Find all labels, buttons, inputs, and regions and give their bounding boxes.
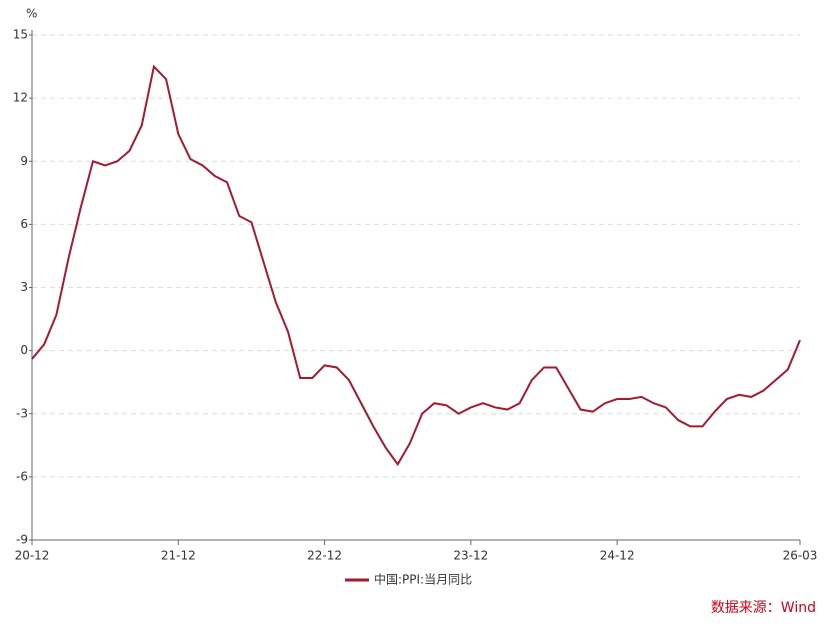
x-tick-label: 24-12 <box>600 549 635 563</box>
source-note: 数据来源：Wind <box>711 600 816 616</box>
x-tick-label: 23-12 <box>453 549 488 563</box>
x-tick-label: 22-12 <box>307 549 342 563</box>
y-tick-label: -6 <box>16 469 28 483</box>
y-tick-label: 9 <box>20 154 28 168</box>
x-tick-label: 26-03 <box>783 549 818 563</box>
legend-label: 中国:PPI:当月同比 <box>374 572 472 587</box>
y-tick-label: -9 <box>16 533 28 547</box>
y-tick-label: 3 <box>20 280 28 294</box>
y-axis-label: % <box>26 7 37 21</box>
y-tick-label: 15 <box>13 28 28 42</box>
y-tick-label: -3 <box>16 406 28 420</box>
y-tick-label: 6 <box>20 217 28 231</box>
x-tick-label: 20-12 <box>15 549 50 563</box>
x-tick-label: 21-12 <box>161 549 196 563</box>
y-tick-label: 0 <box>20 343 28 357</box>
y-tick-label: 12 <box>13 91 28 105</box>
data-line <box>31 64 801 467</box>
